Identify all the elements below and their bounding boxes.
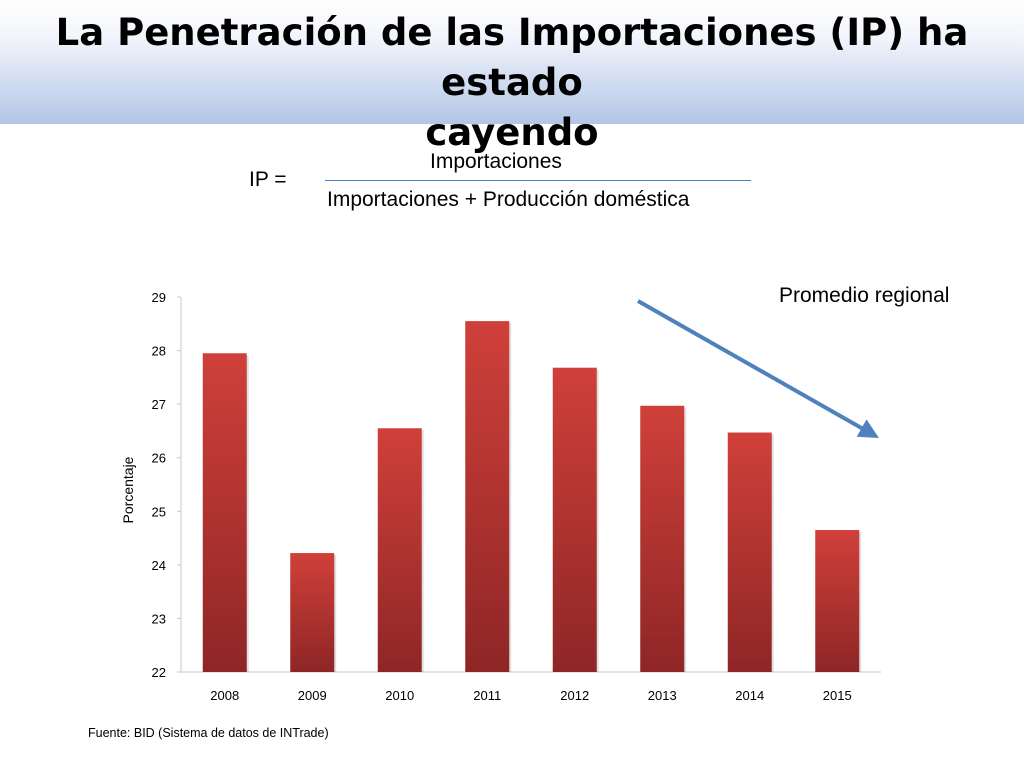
- y-tick-label: 22: [152, 665, 166, 680]
- x-tick-label: 2012: [560, 688, 589, 703]
- trend-arrow: [637, 299, 879, 438]
- bar-2013: [640, 405, 685, 672]
- y-tick-label: 26: [152, 451, 166, 466]
- bars: [202, 321, 862, 672]
- x-tick-label: 2010: [385, 688, 414, 703]
- bar-2012: [552, 367, 597, 672]
- x-tick-label: 2014: [735, 688, 764, 703]
- y-tick-label: 25: [152, 504, 166, 519]
- title-line-1: La Penetración de las Importaciones (IP)…: [55, 11, 969, 104]
- y-tick-labels: 22 23 24 25 26 27 28 29: [152, 290, 166, 680]
- y-tick-label: 29: [152, 290, 166, 305]
- axes: [177, 296, 881, 673]
- formula-label: IP =: [249, 168, 287, 191]
- y-tick-label: 27: [152, 397, 166, 412]
- x-tick-label: 2015: [823, 688, 852, 703]
- bar-2014: [727, 432, 772, 672]
- regional-average-annotation: Promedio regional: [779, 284, 950, 307]
- fraction-line: [325, 180, 751, 181]
- bar-2008: [202, 353, 247, 672]
- formula-numerator: Importaciones: [430, 150, 562, 173]
- x-tick-labels: 2008 2009 2010 2011 2012 2013 2014 2015: [210, 688, 851, 703]
- x-tick-label: 2008: [210, 688, 239, 703]
- x-tick-label: 2009: [298, 688, 327, 703]
- x-tick-label: 2011: [473, 688, 501, 703]
- source-note: Fuente: BID (Sistema de datos de INTrade…: [88, 726, 329, 740]
- bar-2015: [815, 530, 860, 672]
- y-tick-label: 23: [152, 611, 166, 626]
- bar-2010: [377, 428, 422, 672]
- x-tick-label: 2013: [648, 688, 677, 703]
- y-tick-label: 28: [152, 344, 166, 359]
- slide-title: La Penetración de las Importaciones (IP)…: [0, 8, 1024, 158]
- formula-denominator: Importaciones + Producción doméstica: [327, 188, 690, 211]
- bar-2011: [465, 321, 510, 672]
- bar-2009: [290, 553, 335, 672]
- title-line-2: cayendo: [425, 111, 599, 154]
- y-tick-label: 24: [152, 558, 166, 573]
- y-axis-label: Porcentaje: [120, 456, 136, 523]
- title-banner: [0, 0, 1024, 124]
